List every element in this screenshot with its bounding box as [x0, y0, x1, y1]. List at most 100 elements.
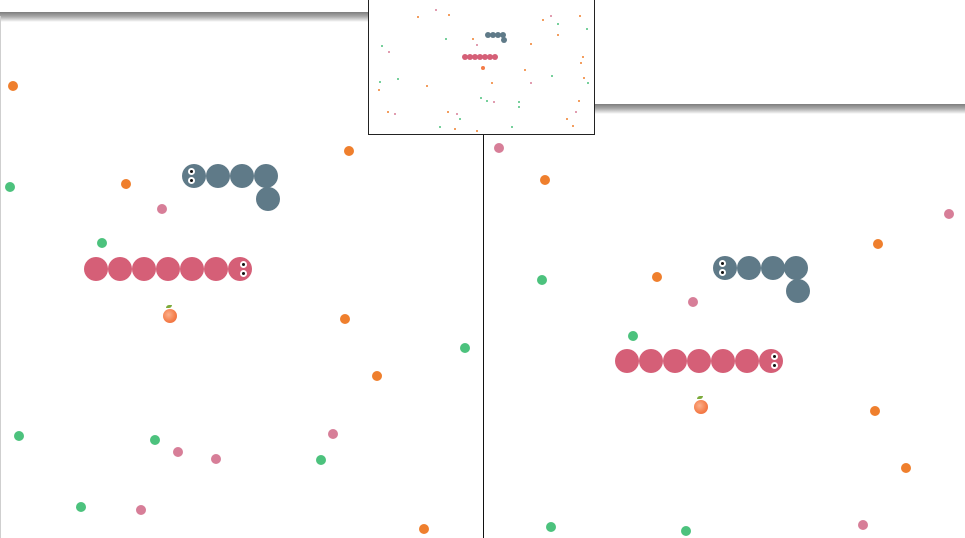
minimap-snake-segment	[492, 54, 498, 60]
peach-icon	[690, 396, 712, 418]
snake-segment	[204, 257, 228, 281]
food-dot	[340, 314, 350, 324]
snake-segment	[84, 257, 108, 281]
minimap-food-dot	[586, 28, 588, 30]
minimap-food-dot	[530, 43, 532, 45]
minimap-food-dot	[566, 118, 568, 120]
food-dot	[540, 175, 550, 185]
food-dot	[97, 238, 107, 248]
snake-segment	[761, 256, 785, 280]
minimap-food-dot	[518, 106, 520, 108]
minimap-food-dot	[472, 38, 474, 40]
snake-segment	[639, 349, 663, 373]
peach-icon	[159, 305, 181, 327]
minimap-food-dot	[557, 23, 559, 25]
food-dot	[537, 275, 547, 285]
minimap-snake-segment	[501, 37, 507, 43]
snake-head	[713, 256, 737, 280]
snake-segment	[737, 256, 761, 280]
food-dot	[546, 522, 556, 532]
food-dot	[858, 520, 868, 530]
arena-wall-left-edge	[0, 16, 1, 538]
snake-eye	[771, 353, 778, 360]
minimap-snake-segment	[487, 54, 493, 60]
minimap-food-dot	[448, 14, 450, 16]
minimap-snake-segment	[472, 54, 478, 60]
food-dot	[688, 297, 698, 307]
minimap-food-dot	[454, 128, 456, 130]
minimap	[368, 0, 595, 135]
minimap-food-dot	[551, 75, 553, 77]
minimap-food-dot	[583, 77, 585, 79]
minimap-food-dot	[476, 44, 478, 46]
minimap-food-dot	[394, 113, 396, 115]
food-dot	[681, 526, 691, 536]
minimap-food-dot	[582, 56, 584, 58]
snake-eye	[719, 269, 726, 276]
minimap-snake-segment	[477, 54, 483, 60]
minimap-food-dot	[426, 85, 428, 87]
food-dot	[944, 209, 954, 219]
snake-segment	[230, 164, 254, 188]
snake-eye	[771, 362, 778, 369]
arena-wall-top	[484, 104, 965, 114]
minimap-food-dot	[524, 69, 526, 71]
food-dot	[121, 179, 131, 189]
food-dot	[494, 143, 504, 153]
snake-segment	[132, 257, 156, 281]
minimap-food-dot	[518, 101, 520, 103]
minimap-food-dot	[493, 101, 495, 103]
food-dot	[76, 502, 86, 512]
snake-head	[228, 257, 252, 281]
minimap-food-dot	[530, 82, 532, 84]
minimap-food-dot	[557, 34, 559, 36]
minimap-food-dot	[445, 38, 447, 40]
food-dot	[328, 429, 338, 439]
minimap-food-dot	[594, 10, 595, 12]
minimap-food-dot	[486, 100, 488, 102]
food-dot	[150, 435, 160, 445]
minimap-food-dot	[580, 62, 582, 64]
minimap-food-dot	[587, 82, 589, 84]
food-dot	[460, 343, 470, 353]
minimap-food-dot	[439, 126, 441, 128]
minimap-food-dot	[397, 78, 399, 80]
minimap-food-dot	[417, 16, 419, 18]
minimap-food-dot	[378, 89, 380, 91]
minimap-snake-segment	[500, 32, 506, 38]
minimap-food-dot	[480, 97, 482, 99]
food-dot	[628, 331, 638, 341]
food-dot	[419, 524, 429, 534]
snake-segment	[615, 349, 639, 373]
minimap-food-dot	[476, 130, 478, 132]
minimap-food-dot	[381, 45, 383, 47]
minimap-food-dot	[388, 51, 390, 53]
minimap-food-dot	[542, 19, 544, 21]
minimap-food-dot	[491, 82, 493, 84]
snake-segment	[735, 349, 759, 373]
minimap-snake-segment	[482, 54, 488, 60]
minimap-food-dot	[572, 125, 574, 127]
food-dot	[344, 146, 354, 156]
snake-segment	[108, 257, 132, 281]
food-dot	[8, 81, 18, 91]
split-screen-divider	[483, 0, 484, 538]
minimap-food-dot	[575, 111, 577, 113]
food-dot	[173, 447, 183, 457]
minimap-food-dot	[447, 111, 449, 113]
snake-segment	[784, 256, 808, 280]
snake-segment	[180, 257, 204, 281]
snake-eye	[188, 177, 195, 184]
snake-segment	[206, 164, 230, 188]
minimap-snake-segment	[485, 32, 491, 38]
minimap-food-dot	[511, 126, 513, 128]
snake-segment	[786, 279, 810, 303]
minimap-snake-segment	[467, 54, 473, 60]
minimap-food-dot	[456, 113, 458, 115]
minimap-food-dot	[435, 9, 437, 11]
food-dot	[901, 463, 911, 473]
minimap-peach	[481, 66, 485, 70]
snake-segment	[687, 349, 711, 373]
snake-eye	[719, 260, 726, 267]
snake-head	[182, 164, 206, 188]
